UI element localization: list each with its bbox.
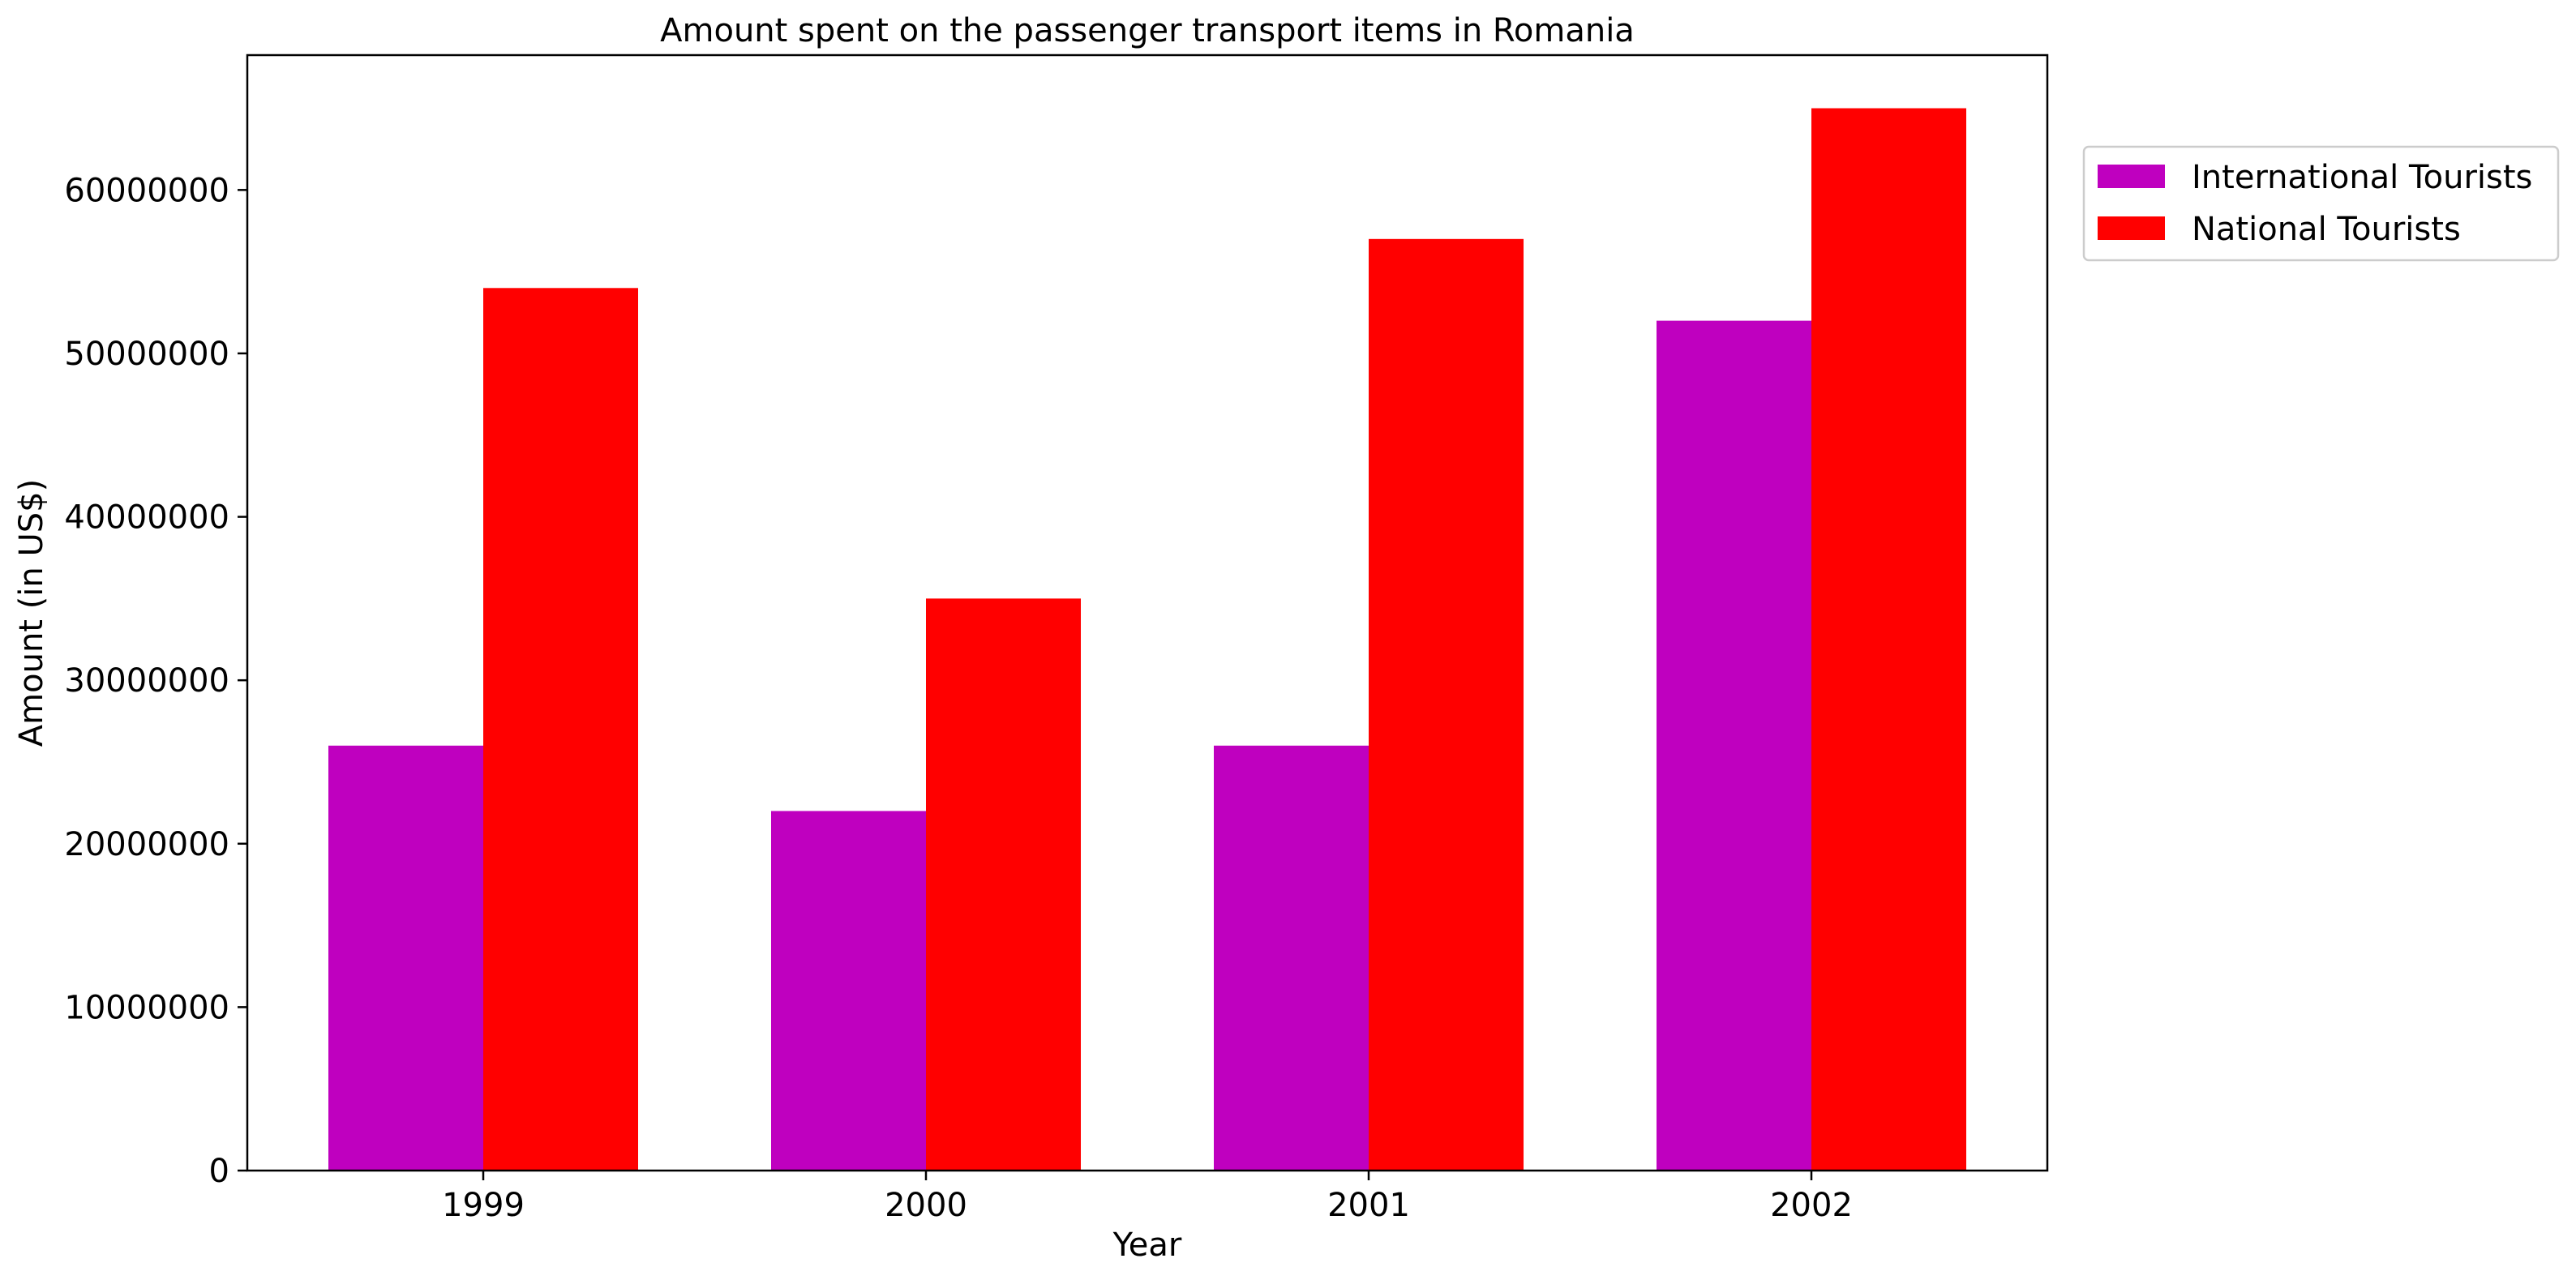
x-axis-label: Year — [1112, 1226, 1182, 1264]
legend-label-international: International Tourists — [2192, 159, 2532, 196]
bars-group — [328, 108, 1966, 1171]
y-axis-label: Amount (in US$) — [13, 479, 50, 747]
bar-international-2000 — [771, 811, 926, 1171]
bar-national-1999 — [483, 288, 638, 1171]
y-tick-label: 0 — [209, 1153, 229, 1190]
x-tick-label: 1999 — [442, 1187, 525, 1224]
legend-label-national: National Tourists — [2192, 211, 2461, 248]
bar-national-2000 — [926, 598, 1081, 1171]
legend-frame — [2082, 145, 2560, 262]
bar-international-2002 — [1657, 320, 1811, 1171]
bar-national-2002 — [1811, 108, 1966, 1171]
y-tick-label: 60000000 — [64, 172, 229, 209]
x-tick-label: 2001 — [1327, 1187, 1410, 1224]
y-tick-label: 20000000 — [64, 826, 229, 863]
y-tick-label: 50000000 — [64, 336, 229, 373]
x-axis: 1999 2000 2001 2002 — [442, 1171, 1853, 1224]
chart-title: Amount spent on the passenger transport … — [660, 12, 1635, 49]
y-tick-label: 40000000 — [64, 499, 229, 537]
x-tick-label: 2000 — [885, 1187, 967, 1224]
legend-swatch-national — [2098, 216, 2165, 240]
bar-national-2001 — [1369, 238, 1524, 1171]
y-axis: 0 10000000 20000000 30000000 40000000 5000000… — [64, 172, 247, 1190]
y-tick-label: 10000000 — [64, 989, 229, 1026]
legend-swatch-international — [2098, 165, 2165, 188]
x-tick-label: 2002 — [1770, 1187, 1853, 1224]
y-tick-label: 30000000 — [64, 662, 229, 700]
plot-area-frame — [246, 54, 2049, 1172]
bar-international-1999 — [328, 745, 483, 1171]
legend: International Tourists National Tourists — [2082, 145, 2560, 262]
bar-international-2001 — [1214, 745, 1369, 1171]
